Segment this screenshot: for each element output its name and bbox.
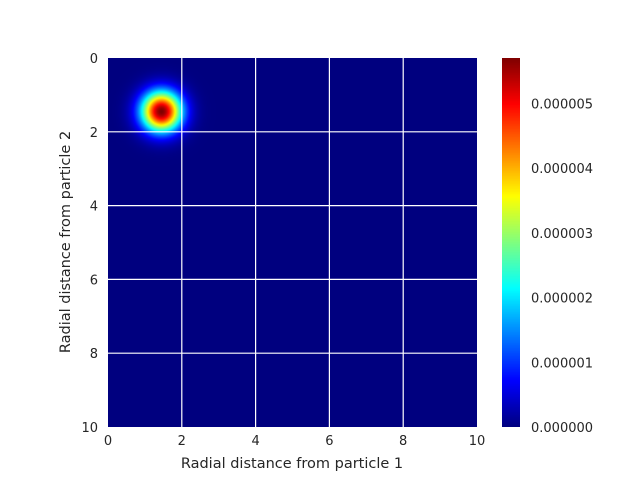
x-tick-labels: 0 2 4 6 8 10 <box>104 434 485 449</box>
colorbar-tick-labels: 0.000000 0.000001 0.000002 0.000003 0.000004… <box>531 97 593 436</box>
colorbar-image-container <box>502 58 520 427</box>
y-tick-label: 8 <box>90 347 98 362</box>
heatmap-image-container <box>108 58 477 427</box>
y-tick-labels: 0 2 4 6 8 10 <box>81 52 98 436</box>
x-tick-label: 8 <box>399 434 407 449</box>
y-tick-label: 10 <box>81 421 98 436</box>
y-tick-label: 4 <box>90 200 98 215</box>
grid-lines <box>108 58 477 427</box>
colorbar: 0.000000 0.000001 0.000002 0.000003 0.000004… <box>502 58 593 436</box>
y-tick-label: 2 <box>90 126 98 141</box>
y-tick-label: 6 <box>90 273 98 288</box>
colorbar-tick-label: 0.000001 <box>531 356 593 371</box>
colorbar-tick-label: 0.000003 <box>531 227 593 242</box>
heatmap-image <box>108 58 477 427</box>
x-tick-label: 6 <box>325 434 333 449</box>
colorbar-gradient <box>502 58 520 427</box>
colorbar-tick-label: 0.000000 <box>531 421 593 436</box>
x-tick-label: 2 <box>178 434 186 449</box>
x-axis-label: Radial distance from particle 1 <box>181 456 403 472</box>
colorbar-tick-label: 0.000005 <box>531 97 593 112</box>
heatmap-plot: 0 2 4 6 8 10 0 2 4 6 8 10 Radial distance from par… <box>58 52 485 472</box>
colorbar-tick-label: 0.000004 <box>531 162 593 177</box>
y-axis-label: Radial distance from particle 2 <box>58 131 74 353</box>
x-tick-label: 4 <box>251 434 259 449</box>
colorbar-tick-label: 0.000002 <box>531 292 593 307</box>
x-tick-label: 0 <box>104 434 112 449</box>
y-tick-label: 0 <box>90 52 98 67</box>
x-tick-label: 10 <box>469 434 486 449</box>
